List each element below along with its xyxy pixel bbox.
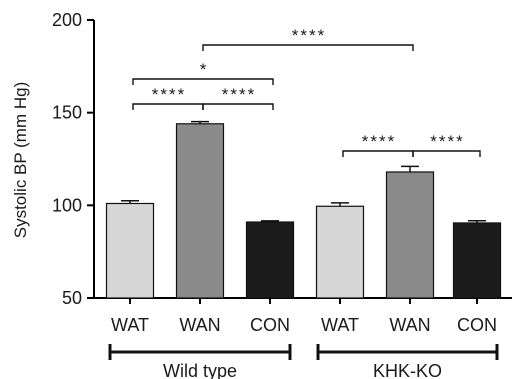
y-tick-label: 200 — [52, 10, 82, 30]
bar — [315, 205, 365, 299]
significance-bracket — [412, 150, 481, 157]
bar — [385, 171, 435, 299]
x-axis: WAT WAN CON WAT WAN CON — [94, 297, 512, 335]
significance-bracket — [132, 78, 274, 85]
significance-label: **** — [430, 132, 464, 151]
bar — [452, 222, 502, 299]
group-label: KHK-KO — [373, 361, 442, 379]
significance-bracket — [202, 44, 414, 51]
significance-label: **** — [362, 132, 396, 151]
x-category-label: WAN — [389, 315, 430, 335]
y-axis-title: Systolic BP (mm Hg) — [11, 82, 30, 239]
bar — [245, 221, 295, 299]
significance-label: **** — [152, 85, 186, 104]
y-tick-label: 150 — [52, 103, 82, 123]
significance-label: * — [200, 60, 209, 79]
significance-bracket — [202, 103, 274, 110]
significance-bracket — [342, 150, 414, 157]
x-category-label: WAT — [321, 315, 359, 335]
x-category-label: CON — [250, 315, 290, 335]
x-category-label: WAN — [179, 315, 220, 335]
bars — [105, 120, 502, 299]
y-tick-label: 100 — [52, 195, 82, 215]
bar — [175, 123, 225, 299]
y-tick-label: 50 — [62, 288, 82, 308]
significance-label: **** — [222, 85, 256, 104]
x-category-label: WAT — [111, 315, 149, 335]
group-brackets: Wild type KHK-KO — [108, 344, 499, 379]
significance-bracket — [132, 103, 204, 110]
bar — [105, 202, 155, 299]
group-label: Wild type — [163, 361, 237, 379]
y-axis: 50 100 150 200 — [52, 10, 95, 308]
x-category-label: CON — [457, 315, 497, 335]
significance-brackets: **** ************* **** — [132, 26, 481, 157]
significance-label: **** — [292, 26, 326, 45]
